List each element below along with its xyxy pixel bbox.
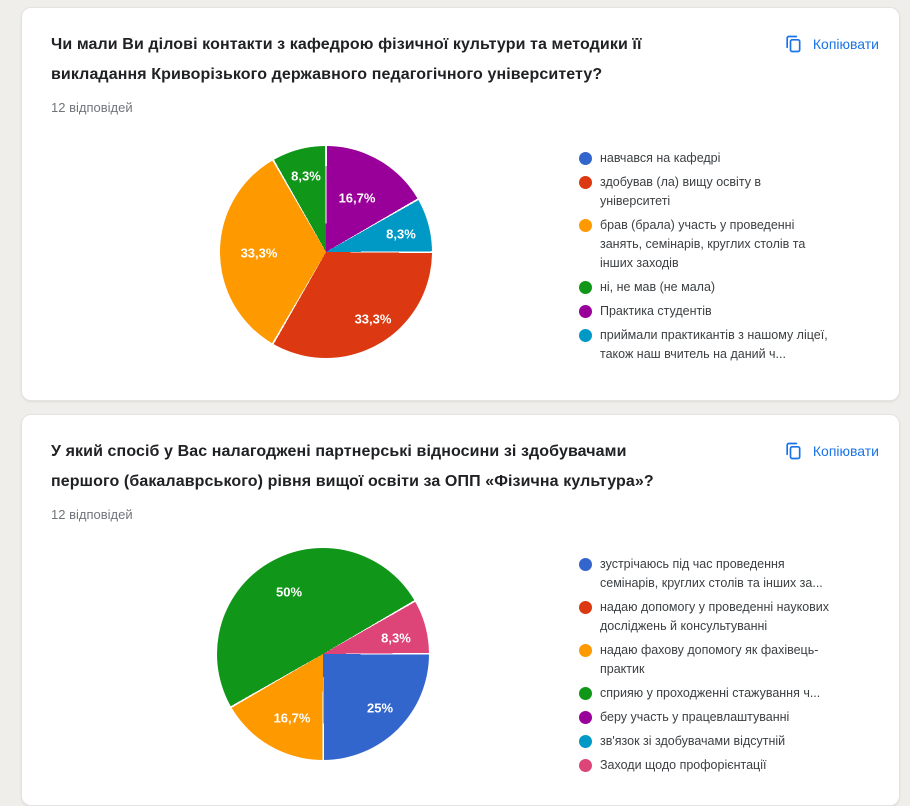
legend: навчався на кафедрі здобував (ла) вищу ос… (579, 149, 831, 364)
legend-bullet-icon (579, 558, 592, 571)
legend-bullet-icon (579, 305, 592, 318)
responses-count: 12 відповідей (51, 507, 133, 522)
legend-item: ні, не мав (не мала) (579, 278, 831, 297)
legend-item: Заходи щодо профорієнтації (579, 756, 831, 775)
card-header: У який спосіб у Вас налагоджені партнерс… (22, 415, 899, 497)
legend-item: Практика студентів (579, 302, 831, 321)
question-card-2: У який спосіб у Вас налагоджені партнерс… (21, 414, 900, 806)
legend-bullet-icon (579, 759, 592, 772)
pie-slice-label: 16,7% (338, 190, 376, 206)
legend-item: здобував (ла) вищу освіту в університеті (579, 173, 831, 211)
legend-label: беру участь у працевлаштуванні (600, 710, 790, 724)
card-header: Чи мали Ви ділові контакти з кафедрою фі… (22, 8, 899, 90)
legend-label: здобував (ла) вищу освіту в університеті (600, 175, 762, 208)
pie-slice-label: 33,3% (240, 245, 278, 261)
legend-bullet-icon (579, 329, 592, 342)
pie-slice-label: 8,3% (291, 168, 321, 184)
legend-label: Практика студентів (600, 304, 712, 318)
legend-bullet-icon (579, 176, 592, 189)
legend-label: надаю фахову допомогу як фахівець-практи… (600, 643, 819, 676)
legend-bullet-icon (579, 644, 592, 657)
pie-slice-label: 50% (275, 584, 303, 600)
legend-item: зустрічаюсь під час проведення семінарів… (579, 555, 831, 593)
page: Чи мали Ви ділові контакти з кафедрою фі… (21, 7, 900, 806)
pie-chart[interactable]: 50% 8,3% 25% 16,7% (217, 548, 429, 760)
legend-label: брав (брала) участь у проведенні занять,… (600, 218, 806, 270)
pie-slice-label: 8,3% (386, 226, 416, 242)
copy-icon (786, 35, 801, 53)
copy-button-label: Копіювати (812, 443, 879, 459)
legend-label: зустрічаюсь під час проведення семінарів… (600, 557, 823, 590)
copy-button[interactable]: Копіювати (777, 437, 885, 465)
question-card-1: Чи мали Ви ділові контакти з кафедрою фі… (21, 7, 900, 401)
legend-item: приймали практикантів з нашому ліцеї, та… (579, 326, 831, 364)
legend-bullet-icon (579, 601, 592, 614)
legend-label: сприяю у проходженні стажування ч... (600, 686, 821, 700)
copy-icon (786, 442, 801, 460)
pie-slice-label: 8,3% (381, 630, 411, 646)
pie-chart[interactable]: 16,7% 8,3% 33,3% 33,3% 8,3% (220, 146, 432, 358)
copy-button[interactable]: Копіювати (777, 30, 885, 58)
legend-label: ні, не мав (не мала) (600, 280, 716, 294)
legend-item: беру участь у працевлаштуванні (579, 708, 831, 727)
legend-label: приймали практикантів з нашому ліцеї, та… (600, 328, 828, 361)
legend-bullet-icon (579, 152, 592, 165)
copy-button-label: Копіювати (812, 36, 879, 52)
legend-item: навчався на кафедрі (579, 149, 831, 168)
legend-item: сприяю у проходженні стажування ч... (579, 684, 831, 703)
pie-slice-label: 33,3% (354, 311, 392, 327)
legend: зустрічаюсь під час проведення семінарів… (579, 555, 831, 775)
legend-item: надаю допомогу у проведенні наукових дос… (579, 598, 831, 636)
responses-count: 12 відповідей (51, 100, 133, 115)
question-title: Чи мали Ви ділові контакти з кафедрою фі… (51, 36, 642, 83)
pie-slice-label: 25% (366, 700, 394, 716)
pie-slice-label: 16,7% (273, 710, 311, 726)
legend-label: навчався на кафедрі (600, 151, 721, 165)
legend-item: надаю фахову допомогу як фахівець-практи… (579, 641, 831, 679)
legend-item: зв'язок зі здобувачами відсутній (579, 732, 831, 751)
legend-item: брав (брала) участь у проведенні занять,… (579, 216, 831, 273)
legend-bullet-icon (579, 687, 592, 700)
legend-bullet-icon (579, 281, 592, 294)
legend-bullet-icon (579, 735, 592, 748)
legend-label: зв'язок зі здобувачами відсутній (600, 734, 786, 748)
legend-label: Заходи щодо профорієнтації (600, 758, 767, 772)
question-title: У який спосіб у Вас налагоджені партнерс… (51, 443, 654, 490)
legend-label: надаю допомогу у проведенні наукових дос… (600, 600, 830, 633)
legend-bullet-icon (579, 219, 592, 232)
legend-bullet-icon (579, 711, 592, 724)
